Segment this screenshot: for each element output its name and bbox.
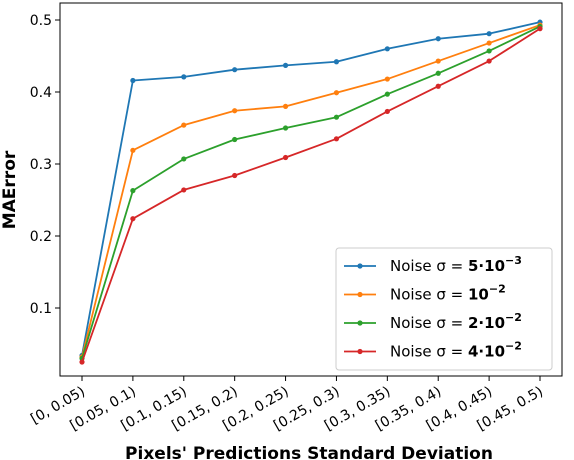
y-axis-title: MAError	[0, 150, 20, 229]
legend-label: Noise σ = 10−2	[390, 283, 506, 304]
legend-swatch-marker	[357, 348, 363, 355]
data-point	[486, 58, 492, 64]
data-point	[130, 147, 136, 153]
legend-item: Noise σ = 2·10−2	[344, 311, 522, 332]
data-point	[486, 40, 492, 46]
series-2	[79, 22, 543, 360]
data-point	[435, 58, 441, 64]
y-tick-label: 0.5	[30, 13, 52, 29]
legend-item: Noise σ = 10−2	[344, 283, 506, 304]
data-point	[384, 76, 390, 82]
data-point	[181, 122, 187, 128]
data-point	[130, 216, 136, 222]
data-point	[282, 154, 289, 161]
series-line	[81, 21, 541, 356]
data-point	[537, 26, 543, 32]
data-point	[232, 172, 238, 179]
data-point	[486, 48, 492, 54]
legend-swatch-marker	[357, 263, 363, 269]
data-point	[282, 125, 289, 131]
data-point	[232, 136, 238, 143]
data-point	[79, 359, 85, 365]
legend-swatch-marker	[357, 291, 363, 298]
series-line	[81, 24, 541, 358]
legend-box	[335, 247, 553, 371]
x-axis-title: Pixels' Predictions Standard Deviation	[125, 444, 493, 460]
data-point	[333, 59, 340, 65]
data-point	[435, 36, 441, 42]
data-point	[181, 187, 187, 193]
legend-item: Noise σ = 4·10−2	[344, 340, 522, 361]
y-tick-label: 0.2	[30, 229, 52, 245]
data-point	[130, 188, 136, 194]
y-tick-label: 0.1	[30, 301, 52, 317]
plot-frame	[59, 2, 563, 377]
legend-label: Noise σ = 4·10−2	[390, 340, 522, 361]
legend: Noise σ = 5·10−3 Noise σ = 10−2 Noise σ = …	[335, 247, 553, 371]
data-point	[130, 77, 136, 84]
data-point	[384, 91, 390, 97]
y-tick-label: 0.4	[30, 85, 52, 101]
data-point	[435, 70, 441, 76]
data-point	[333, 114, 340, 120]
y-tick-label: 0.3	[30, 157, 52, 173]
data-point	[333, 136, 340, 142]
data-point	[384, 46, 390, 52]
data-point	[333, 90, 340, 96]
legend-label: Noise σ = 2·10−2	[390, 311, 522, 332]
data-point	[232, 67, 238, 73]
data-point	[282, 103, 289, 109]
data-point	[435, 83, 441, 89]
data-point	[486, 31, 492, 37]
data-point	[282, 62, 289, 68]
data-point	[384, 108, 390, 115]
legend-label: Noise σ = 5·10−3	[390, 254, 522, 275]
series-4	[79, 26, 543, 365]
data-point	[181, 74, 187, 80]
series-line	[81, 27, 541, 363]
legend-swatch-marker	[357, 320, 363, 326]
legend-item: Noise σ = 5·10−3	[344, 254, 522, 275]
series-line	[81, 25, 541, 359]
data-point	[232, 108, 238, 114]
data-point	[181, 156, 187, 162]
